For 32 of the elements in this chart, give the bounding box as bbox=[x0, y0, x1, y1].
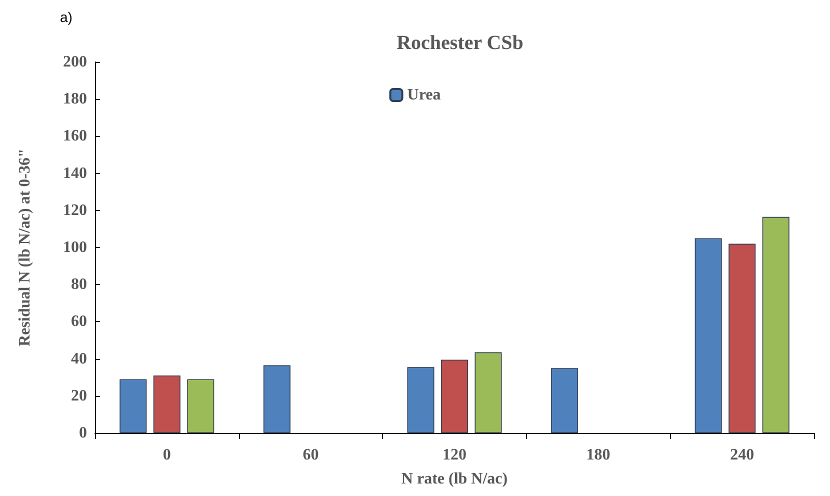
y-tick-label: 160 bbox=[63, 128, 87, 145]
bar bbox=[762, 216, 790, 433]
y-axis-title: Residual N (lb N/ac) at 0-36" bbox=[16, 148, 34, 346]
x-tick-label: 60 bbox=[302, 446, 319, 464]
y-tick-label: 140 bbox=[63, 164, 87, 182]
y-tick-label: 60 bbox=[71, 313, 87, 330]
x-tick-label: 0 bbox=[162, 446, 171, 464]
bar bbox=[728, 244, 756, 433]
x-tick-label: 180 bbox=[586, 446, 610, 464]
bar bbox=[474, 352, 502, 433]
bar bbox=[694, 238, 722, 433]
bar bbox=[441, 360, 468, 433]
x-tick-label: 120 bbox=[442, 446, 466, 464]
y-tick-label: 20 bbox=[71, 387, 87, 404]
y-tick-label: 80 bbox=[71, 276, 87, 294]
bar bbox=[263, 365, 290, 433]
bar bbox=[120, 379, 147, 433]
bar bbox=[153, 375, 180, 433]
y-tick-label: 200 bbox=[63, 54, 87, 70]
bar bbox=[407, 367, 434, 433]
y-tick-label: 100 bbox=[63, 239, 87, 256]
chart-title: Rochester CSb bbox=[396, 32, 524, 54]
bar bbox=[551, 368, 578, 433]
y-tick-label: 120 bbox=[63, 202, 87, 219]
y-tick-label: 180 bbox=[63, 90, 87, 108]
x-tick-label: 240 bbox=[730, 446, 754, 464]
legend-label: Urea bbox=[407, 86, 441, 104]
y-tick-label: 40 bbox=[71, 350, 87, 368]
y-tick-label: 0 bbox=[79, 424, 87, 442]
text: a) bbox=[60, 9, 72, 25]
bar bbox=[187, 379, 214, 433]
x-axis-title: N rate (lb N/ac) bbox=[401, 470, 508, 488]
